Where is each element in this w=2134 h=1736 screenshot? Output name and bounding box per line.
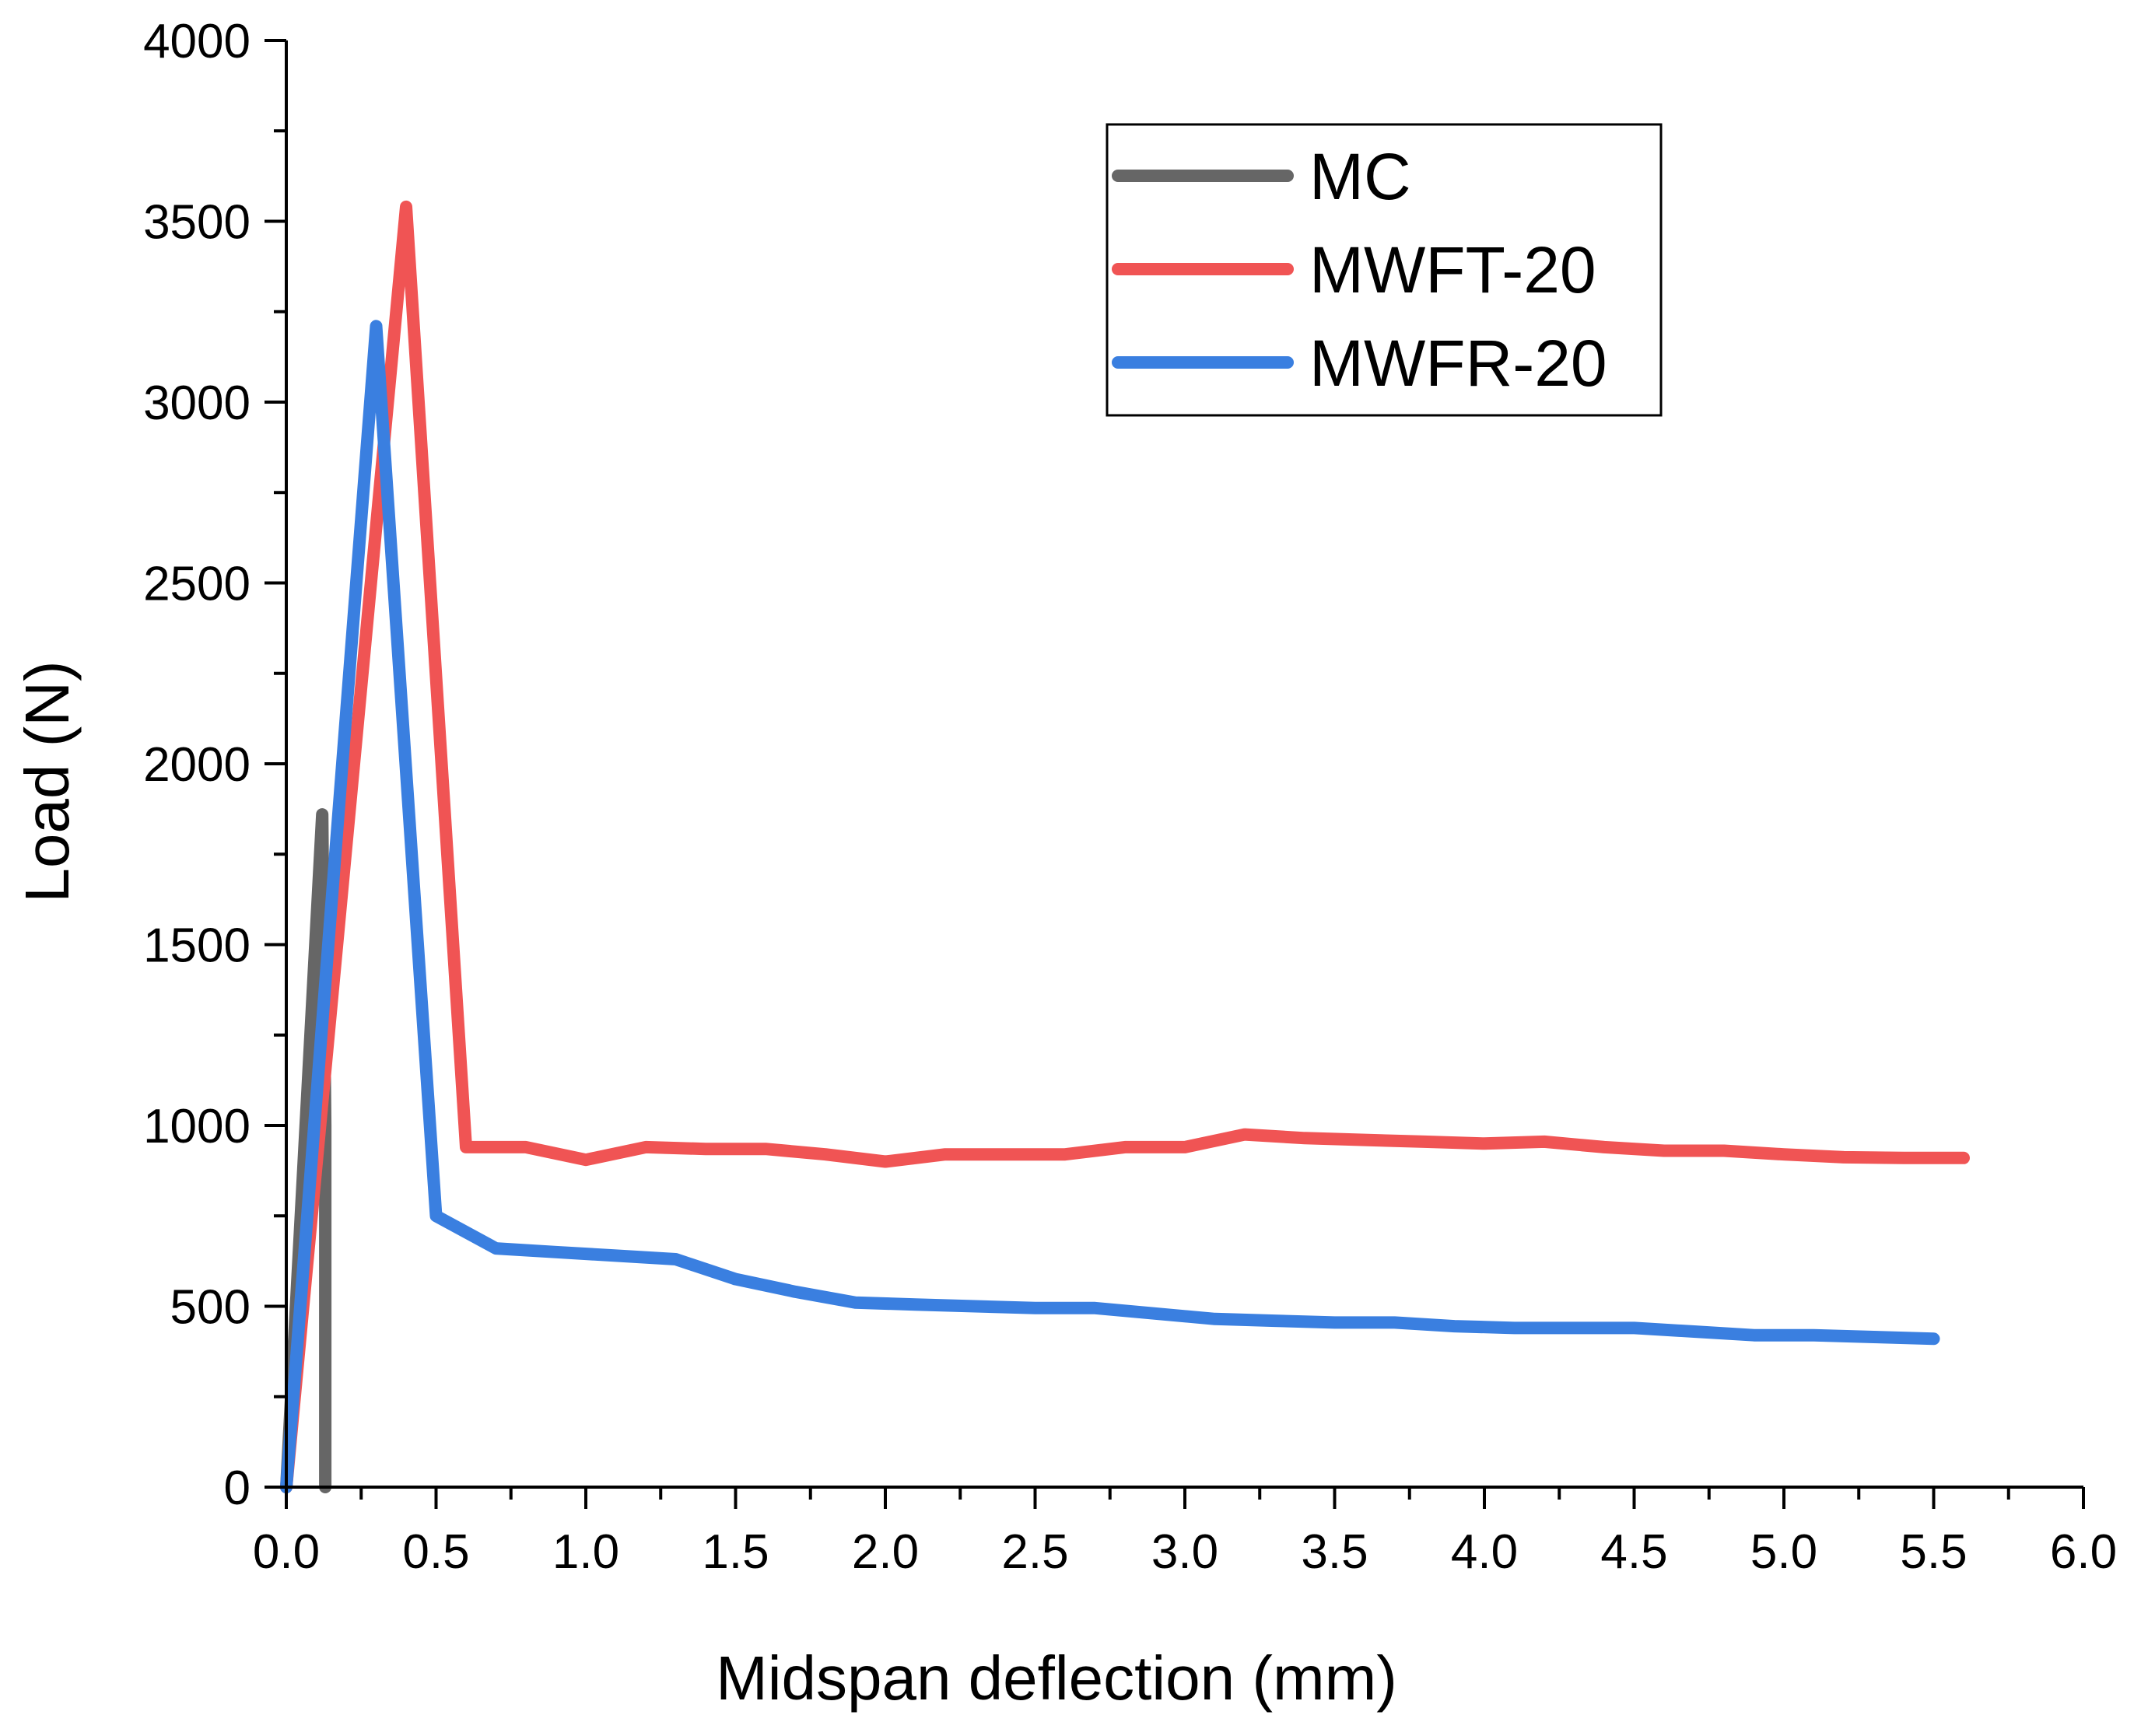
legend-label: MWFT-20 <box>1309 233 1596 306</box>
y-tick-label: 1500 <box>143 919 251 973</box>
x-tick-label: 2.5 <box>1001 1525 1068 1579</box>
x-tick-label: 1.5 <box>702 1525 769 1579</box>
legend-label: MWFR-20 <box>1309 327 1607 400</box>
y-tick-label: 0 <box>224 1461 251 1515</box>
legend: MC MWFT-20 MWFR-20 <box>1106 123 1663 417</box>
x-tick-label: 5.0 <box>1750 1525 1817 1579</box>
y-tick-label: 1000 <box>143 1100 251 1153</box>
y-tick-label: 2000 <box>143 738 251 792</box>
x-axis-title: Midspan deflection (mm) <box>716 1643 1397 1713</box>
y-tick-label: 3000 <box>143 376 251 430</box>
x-tick-label: 2.0 <box>852 1525 919 1579</box>
axes-layer: 0.0 0.5 1.0 1.5 2.0 2.5 3.0 3.5 4.0 4.5 5.0 5.5 6.0 0… <box>143 15 2117 1579</box>
y-tick-label: 4000 <box>143 15 251 68</box>
y-tick-label: 3500 <box>143 196 251 250</box>
y-tick-label: 500 <box>170 1281 251 1335</box>
x-tick-label: 0.5 <box>402 1525 469 1579</box>
x-tick-label: 1.0 <box>552 1525 619 1579</box>
x-tick-label: 3.0 <box>1151 1525 1218 1579</box>
legend-label: MC <box>1309 140 1411 213</box>
x-tick-label: 4.5 <box>1600 1525 1667 1579</box>
x-tick-label: 6.0 <box>2050 1525 2117 1579</box>
series-layer <box>280 200 1970 1493</box>
series-line-mwfr-20 <box>280 320 1940 1493</box>
x-tick-label: 3.5 <box>1301 1525 1368 1579</box>
x-tick-label: 0.0 <box>253 1525 320 1579</box>
x-tick-label: 5.5 <box>1900 1525 1967 1579</box>
y-tick-label: 2500 <box>143 558 251 611</box>
x-tick-label: 4.0 <box>1451 1525 1518 1579</box>
series-line-mwft-20 <box>280 200 1970 1493</box>
y-axis-title: Load (N) <box>12 660 82 902</box>
